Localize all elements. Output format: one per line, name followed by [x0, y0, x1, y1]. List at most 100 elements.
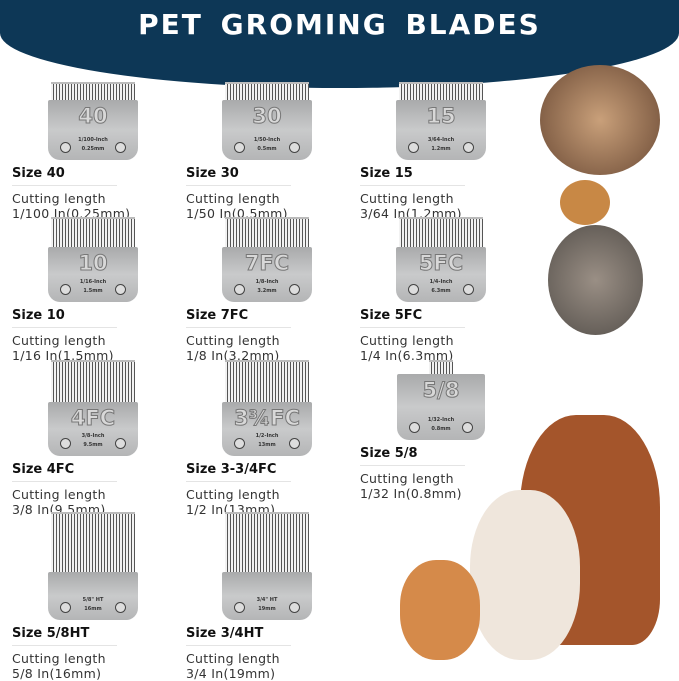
blade-inch: 1/16-Inch	[79, 279, 107, 285]
blade-card: 40 1/100-Inch 0.25mm Size 40 Cutting len…	[12, 82, 182, 221]
screw-icon	[60, 438, 71, 449]
blade-body: 30 1/50-Inch 0.5mm	[222, 100, 312, 160]
blade-body: 7FC 1/8-Inch 3.2mm	[222, 247, 312, 302]
cutting-length: 5/8 In(16mm)	[12, 666, 102, 681]
blade-card: 3/4" HT 19mm Size 3/4HT Cutting length 3…	[186, 512, 356, 681]
cutting-label: Cutting length	[12, 333, 106, 348]
blade-mm: 1.5mm	[83, 288, 103, 294]
blade-inch: 5/8" HT	[82, 597, 104, 603]
blade-card: 5/8" HT 16mm Size 5/8HT Cutting length 5…	[12, 512, 182, 681]
kitten-image	[400, 560, 480, 660]
blade-size: Size 3/4HT	[186, 626, 291, 646]
screw-icon	[289, 602, 300, 613]
blade-number: 5/8	[422, 378, 460, 403]
cutting-length: 1/4 In(6.3mm)	[360, 348, 454, 363]
blade-card: 5FC 1/4-Inch 6.3mm Size 5FC Cutting leng…	[360, 217, 530, 363]
blade-inch: 1/100-Inch	[78, 137, 108, 143]
blade-body: 5/8 1/32-Inch 0.8mm	[397, 374, 485, 440]
cutting-label: Cutting length	[360, 191, 454, 206]
screw-icon	[60, 602, 71, 613]
cutting-label: Cutting length	[360, 471, 454, 486]
blade-body: 15 3/64-Inch 1.2mm	[396, 100, 486, 160]
blade-size: Size 15	[360, 166, 465, 186]
cat-image	[548, 225, 643, 335]
page-title: PET GROMING BLADES	[138, 8, 541, 41]
bulldog-image	[540, 65, 660, 175]
blade-inch: 1/4-Inch	[429, 279, 453, 285]
blade-body: 5FC 1/4-Inch 6.3mm	[396, 247, 486, 302]
blade-image: 3¾FC 1/2-Inch 13mm	[186, 360, 356, 456]
blade-body: 10 1/16-Inch 1.5mm	[48, 247, 138, 302]
blade-mm: 1.2mm	[431, 146, 451, 152]
screw-icon	[408, 142, 419, 153]
blade-image: 4FC 3/8-Inch 9.5mm	[12, 360, 182, 456]
blade-number: 15	[426, 104, 456, 129]
blade-mm: 0.25mm	[81, 146, 105, 152]
blade-size: Size 5/8	[360, 446, 465, 466]
blade-number: 10	[78, 251, 108, 276]
blade-inch: 3/8-Inch	[81, 433, 105, 439]
cutting-label: Cutting length	[186, 487, 280, 502]
blade-size: Size 7FC	[186, 308, 291, 328]
blade-size: Size 5FC	[360, 308, 465, 328]
screw-icon	[408, 284, 419, 295]
screw-icon	[463, 284, 474, 295]
blade-card: 10 1/16-Inch 1.5mm Size 10 Cutting lengt…	[12, 217, 182, 363]
blade-inch: 1/50-Inch	[253, 137, 281, 143]
blade-mm: 3.2mm	[257, 288, 277, 294]
blade-number: 30	[252, 104, 282, 129]
screw-icon	[234, 142, 245, 153]
blade-inch: 1/2-Inch	[255, 433, 279, 439]
blade-number: 3¾FC	[233, 406, 301, 431]
blade-number: 40	[78, 104, 108, 129]
blade-image: 5/8 1/32-Inch 0.8mm	[360, 360, 530, 440]
blade-inch: 3/4" HT	[256, 597, 278, 603]
blade-image: 40 1/100-Inch 0.25mm	[12, 82, 182, 160]
blade-image: 10 1/16-Inch 1.5mm	[12, 217, 182, 302]
blade-inch: 1/8-Inch	[255, 279, 279, 285]
blade-size: Size 10	[12, 308, 117, 328]
cutting-label: Cutting length	[12, 191, 106, 206]
blade-size: Size 40	[12, 166, 117, 186]
blade-mm: 19mm	[258, 606, 276, 612]
blade-body: 3/4" HT 19mm	[222, 572, 312, 620]
screw-icon	[462, 422, 473, 433]
screw-icon	[289, 142, 300, 153]
blade-body: 4FC 3/8-Inch 9.5mm	[48, 402, 138, 456]
blade-image: 30 1/50-Inch 0.5mm	[186, 82, 356, 160]
blade-card: 3¾FC 1/2-Inch 13mm Size 3-3/4FC Cutting …	[186, 360, 356, 517]
blade-inch: 1/32-Inch	[427, 417, 455, 423]
screw-icon	[289, 438, 300, 449]
blade-size: Size 30	[186, 166, 291, 186]
blade-body: 5/8" HT 16mm	[48, 572, 138, 620]
blade-image: 5FC 1/4-Inch 6.3mm	[360, 217, 530, 302]
cutting-length: 3/4 In(19mm)	[186, 666, 276, 681]
english-bulldog-image	[470, 490, 580, 660]
blade-body: 40 1/100-Inch 0.25mm	[48, 100, 138, 160]
cutting-label: Cutting length	[12, 651, 106, 666]
screw-icon	[60, 284, 71, 295]
screw-icon	[115, 142, 126, 153]
screw-icon	[115, 438, 126, 449]
blade-image: 15 3/64-Inch 1.2mm	[360, 82, 530, 160]
screw-icon	[234, 284, 245, 295]
blade-mm: 13mm	[258, 442, 276, 448]
cutting-length: 1/8 In(3.2mm)	[186, 348, 280, 363]
blade-inch: 3/64-Inch	[427, 137, 455, 143]
hamster-image	[560, 180, 610, 225]
blade-card: 4FC 3/8-Inch 9.5mm Size 4FC Cutting leng…	[12, 360, 182, 517]
blade-body: 3¾FC 1/2-Inch 13mm	[222, 402, 312, 456]
blade-mm: 6.3mm	[431, 288, 451, 294]
screw-icon	[234, 602, 245, 613]
screw-icon	[463, 142, 474, 153]
cutting-label: Cutting length	[186, 191, 280, 206]
blade-size: Size 3-3/4FC	[186, 462, 291, 482]
blade-card: 7FC 1/8-Inch 3.2mm Size 7FC Cutting leng…	[186, 217, 356, 363]
cutting-length: 1/32 In(0.8mm)	[360, 486, 462, 501]
blade-mm: 9.5mm	[83, 442, 103, 448]
screw-icon	[115, 602, 126, 613]
screw-icon	[234, 438, 245, 449]
blade-mm: 0.8mm	[431, 426, 451, 432]
blade-number: 5FC	[418, 251, 464, 276]
screw-icon	[409, 422, 420, 433]
